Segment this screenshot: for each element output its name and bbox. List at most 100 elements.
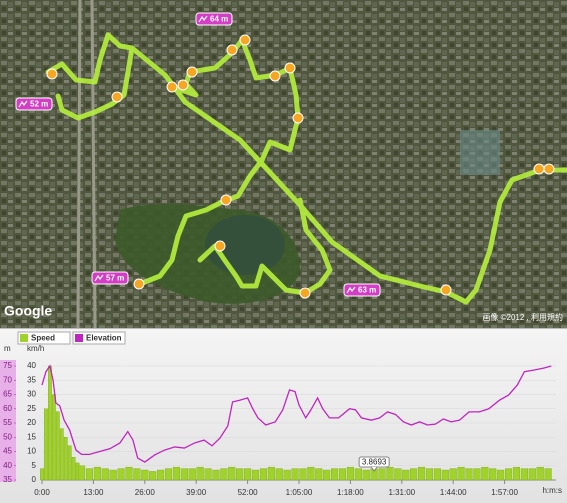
field [460,130,500,175]
y-tick-label: 30 [27,390,36,399]
speed-bar [394,468,402,481]
marker-icon [346,286,356,294]
x-tick-label: 1:31:00 [388,488,415,497]
speed-bar [346,466,354,481]
y2-tick-label: 35 [3,475,12,484]
speed-bar [228,466,236,481]
speed-bar [212,469,220,481]
speed-bar [117,468,125,481]
x-tick-label: 1:57:00 [491,488,518,497]
speed-bar [449,468,457,481]
marker-box [91,271,129,285]
x-tick-label: 26:00 [135,488,156,497]
marker-box [15,97,53,111]
speed-bar [402,469,410,481]
y-axis-title: km/h [27,344,44,353]
speed-bar [44,408,48,481]
speed-bar [433,468,441,481]
x-tick-label: 13:00 [83,488,104,497]
speed-bar [48,365,52,481]
marker-label: 63 m [358,286,376,295]
elevation-marker[interactable]: 63 m [343,283,381,297]
speed-bar [259,468,267,481]
y-tick-label: 15 [27,432,36,441]
legend-box[interactable] [72,331,126,345]
speed-bar [307,466,315,481]
speed-bar [504,468,513,481]
elevation-marker[interactable]: 52 m [15,97,53,111]
speed-bar [55,411,60,481]
marker-icon [18,100,28,108]
speed-bar [386,466,394,481]
x-tick-label: 1:05:00 [286,488,313,497]
x-tick-label: 1:44:00 [440,488,467,497]
y-tick-label: 20 [27,418,36,427]
speed-bar [59,428,64,481]
x-tick-label: 0:00 [34,488,50,497]
speed-bar [378,468,386,481]
speed-bar [457,466,465,481]
speed-bar [93,466,101,481]
speed-bar [85,468,94,481]
speed-bar [51,394,56,481]
y-tick-label: 10 [27,447,36,456]
y2-axis-band [0,360,16,482]
y2-axis-title: m [4,344,11,353]
x-tick-label: 39:00 [186,488,207,497]
y2-tick-label: 70 [3,375,12,384]
elevation-marker[interactable]: 64 m [195,12,233,26]
legend-label: Speed [31,334,55,343]
speed-bar [188,468,196,481]
elevation-line [41,364,552,463]
speed-bar [528,468,536,481]
speed-bar [299,468,307,481]
legend-box[interactable] [17,331,71,345]
speed-bar [425,468,434,481]
speed-bar [149,471,157,481]
copyright[interactable]: 画像 ©2012 , 利用規約 [482,312,563,322]
tooltip-label: 3.8693 [362,458,387,467]
y2-tick-label: 55 [3,418,12,427]
x-tick-label: 52:00 [238,488,259,497]
speed-bar [141,469,149,481]
speed-bar [275,468,283,481]
legend-label: Elevation [86,334,122,343]
marker-box [195,12,233,26]
marker-label: 57 m [106,274,124,283]
speed-bar [196,466,204,481]
y2-tick-label: 65 [3,390,12,399]
speed-bar [204,468,212,481]
speed-bar [331,468,339,481]
speed-bar [536,466,544,481]
speed-bar [283,469,291,481]
y-tick-label: 40 [27,361,36,370]
elevation-marker[interactable]: 57 m [91,271,129,285]
marker-label: 64 m [210,15,228,24]
y2-tick-label: 60 [3,404,12,413]
marker-label: 52 m [30,100,48,109]
y-tick-label: 5 [32,461,37,470]
speed-bar [157,469,165,481]
speed-bar [315,468,323,481]
waypoints [46,34,555,299]
speed-bar [125,466,133,481]
y2-tick-label: 45 [3,447,12,456]
speed-bar [489,468,497,481]
y-tick-label: 0 [32,475,37,484]
marker-icon [198,15,208,23]
speed-bar [291,468,299,481]
speed-bar [497,469,505,481]
speed-bar [520,468,528,481]
speed-bar [67,445,72,481]
speed-bar [267,466,275,481]
speed-bar [323,469,331,481]
map[interactable]: 52 m 64 m 57 m 63 m Google 画像 ©2012 , 利用規約 [0,0,567,329]
y2-tick-label: 40 [3,461,12,470]
legend-swatch [20,334,28,342]
speed-bar [418,466,426,481]
speed-bar [473,468,481,481]
speed-bar [236,468,244,481]
speed-bar [338,468,347,481]
marker-box [343,283,381,297]
